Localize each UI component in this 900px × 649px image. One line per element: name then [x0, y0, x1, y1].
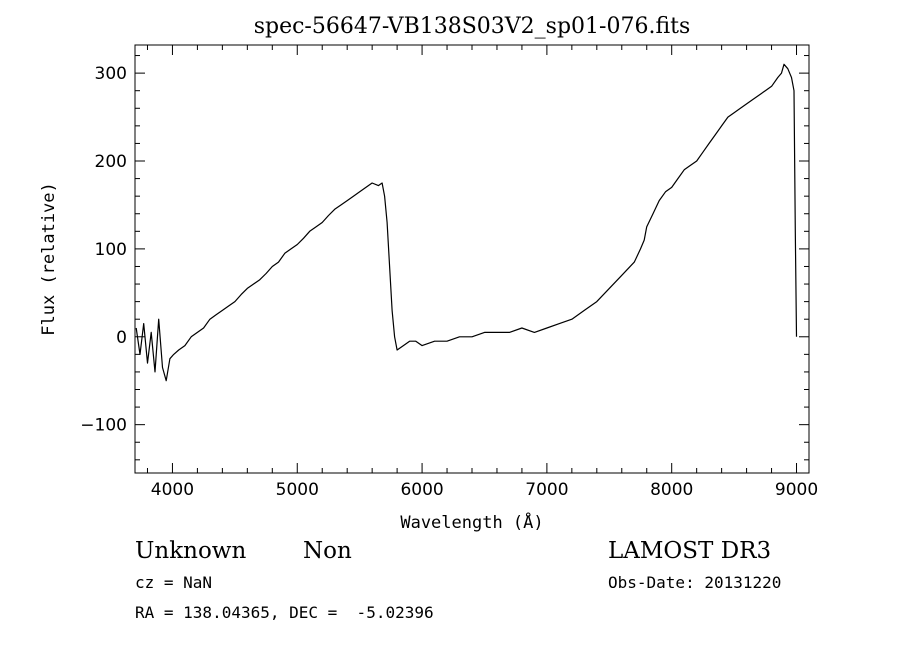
x-axis-ticks: 4000 5000 6000 7000 8000 9000: [146, 45, 818, 500]
spectrum-series-line: [135, 63, 798, 382]
y-axis-ticks: −100 0 100 200 300: [80, 55, 809, 461]
plot-frame: [134, 44, 810, 474]
y-tick-label: −100: [80, 416, 127, 436]
y-tick-label: 300: [95, 64, 127, 84]
x-tick-label: 5000: [276, 480, 319, 500]
chart-title: spec-56647-VB138S03V2_sp01-076.fits: [254, 14, 691, 39]
x-tick-label: 6000: [400, 480, 443, 500]
y-tick-label: 100: [95, 240, 127, 260]
classification-label: Unknown: [135, 538, 247, 564]
x-axis-label: Wavelength (Å): [400, 511, 543, 533]
coordinates-label: RA = 138.04365, DEC = -5.02396: [135, 603, 434, 622]
cz-label: cz = NaN: [135, 573, 213, 592]
survey-label: LAMOST DR3: [608, 538, 772, 564]
x-tick-label: 8000: [650, 480, 693, 500]
y-tick-label: 0: [116, 328, 127, 348]
obs-date-label: Obs-Date: 20131220: [608, 573, 782, 592]
x-tick-label: 9000: [775, 480, 818, 500]
y-axis-label: Flux (relative): [39, 182, 59, 336]
series-layer: [135, 63, 798, 382]
x-tick-label: 4000: [151, 480, 194, 500]
subclass-label: Non: [303, 538, 352, 564]
y-tick-label: 200: [95, 152, 127, 172]
x-tick-label: 7000: [525, 480, 568, 500]
